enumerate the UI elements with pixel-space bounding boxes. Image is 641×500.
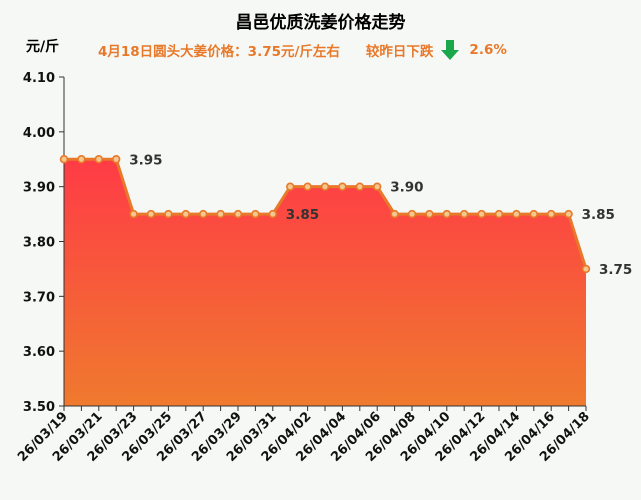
- data-label: 3.85: [582, 207, 615, 223]
- data-point: [355, 182, 364, 191]
- y-tick-label: 4.10: [23, 71, 55, 86]
- data-label: 3.75: [599, 262, 632, 278]
- y-tick-label: 3.60: [23, 345, 55, 360]
- data-label: 3.90: [390, 180, 423, 196]
- data-point: [129, 209, 138, 219]
- change-percent: 2.6%: [469, 42, 507, 58]
- data-point: [546, 209, 556, 219]
- data-point: [94, 155, 104, 164]
- y-tick-label: 3.80: [23, 236, 55, 251]
- down-arrow-icon: [441, 40, 460, 60]
- data-point: [216, 209, 225, 219]
- y-axis-unit: 元/斤: [26, 39, 60, 55]
- data-point: [59, 155, 69, 164]
- data-point: [199, 209, 208, 219]
- data-point: [494, 209, 504, 219]
- change-note: 较昨日下跌: [365, 44, 434, 60]
- data-label: 3.85: [286, 207, 319, 223]
- data-point: [320, 182, 330, 191]
- price-area: [64, 159, 586, 406]
- data-point: [251, 209, 260, 219]
- data-point: [407, 209, 417, 219]
- data-point: [442, 209, 451, 219]
- data-point: [338, 182, 347, 191]
- data-point: [512, 209, 521, 219]
- data-point: [233, 209, 243, 219]
- data-point: [460, 209, 469, 219]
- data-point: [425, 209, 434, 219]
- chart-title: 昌邑优质洗姜价格走势: [235, 13, 406, 33]
- y-tick-label: 4.00: [23, 126, 55, 141]
- data-point: [477, 209, 486, 219]
- data-point: [268, 209, 277, 219]
- chart-subtitle: 4月18日圆头大姜价格：3.75元/斤左右 较昨日下跌 2.6%: [98, 40, 507, 60]
- data-point: [286, 182, 295, 191]
- data-point: [111, 155, 121, 164]
- data-point: [164, 209, 173, 219]
- data-label: 3.95: [129, 152, 162, 168]
- y-tick-label: 3.50: [23, 400, 55, 415]
- y-tick-label: 3.90: [23, 181, 55, 196]
- data-point: [390, 209, 399, 219]
- data-point: [564, 209, 573, 219]
- y-tick-label: 3.70: [23, 290, 55, 305]
- data-point: [581, 264, 591, 274]
- data-point: [303, 182, 312, 191]
- data-point: [146, 209, 156, 219]
- data-point: [529, 209, 538, 219]
- data-point: [373, 182, 382, 191]
- data-point: [77, 155, 86, 164]
- data-point: [181, 209, 191, 219]
- price-note: 4月18日圆头大姜价格：3.75元/斤左右: [98, 44, 340, 60]
